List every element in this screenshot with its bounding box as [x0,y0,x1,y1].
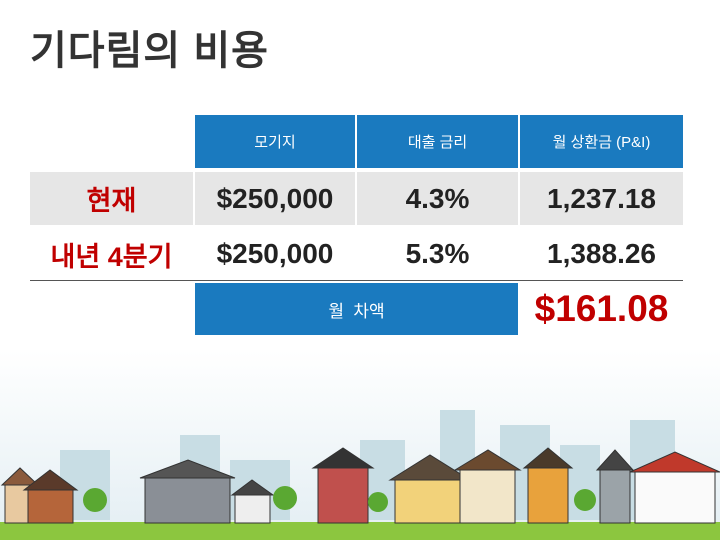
column-header: 모기지 [195,115,355,168]
difference-label: 월 차액 [195,283,518,335]
difference-value: $161.08 [534,288,669,329]
column-header: 대출 금리 [357,115,518,168]
cell: $250,000 [216,238,334,269]
row-label: 내년 4분기 [50,241,173,272]
cell: 1,237.18 [520,172,683,225]
slide-title: 기다림의 비용 [30,29,269,73]
cell: 1,388.26 [547,238,656,269]
column-header: 월 상환금 (P&I) [520,115,683,168]
cell: 5.3% [405,238,470,269]
cell: 4.3% [357,172,518,225]
cell: $250,000 [195,172,355,225]
row-label: 현재 [30,172,193,225]
town-illustration [0,350,720,540]
table-rule [30,280,683,281]
